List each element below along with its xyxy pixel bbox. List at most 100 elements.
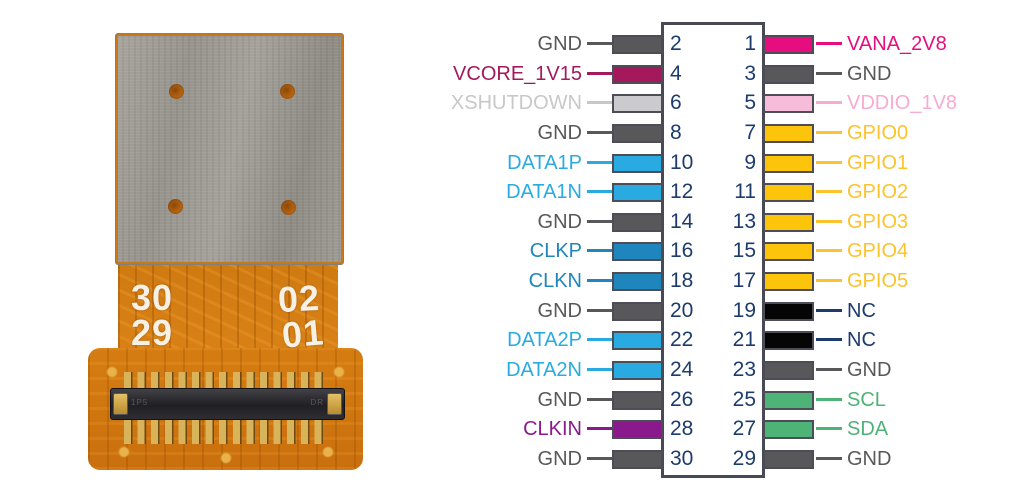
pin-19-label: NC — [847, 299, 876, 322]
pin-29-label: GND — [847, 447, 892, 470]
pin-2-label: GND — [537, 33, 582, 55]
pin-4-label: VCORE_1V15 — [453, 62, 582, 85]
shield-hole — [281, 200, 296, 215]
pin-5-label: VDDIO_1V8 — [847, 92, 958, 115]
pin-23-bar — [763, 361, 814, 381]
pin-3-bar — [763, 64, 814, 84]
pin-18-label: CLKN — [528, 270, 582, 293]
pin-24-label: DATA2N — [506, 359, 582, 382]
pin-13-line — [816, 219, 842, 223]
pin-15-line — [816, 249, 842, 253]
pin-8-label: GND — [537, 121, 582, 144]
connector-marking: DR — [310, 398, 324, 407]
pin-8-number: 8 — [670, 120, 682, 144]
connector-pins-top — [124, 372, 328, 389]
pin-30-number: 30 — [670, 446, 694, 470]
pin-9-bar — [763, 153, 814, 173]
pin-20-label: GND — [537, 299, 582, 322]
pin-1-label: VANA_2V8 — [847, 33, 947, 55]
pin-18-bar — [612, 272, 663, 292]
pin-21-label: NC — [847, 329, 876, 352]
shield-hole — [168, 199, 183, 214]
silk-number-30: 30 — [131, 277, 174, 318]
pin-16-label: CLKP — [529, 240, 582, 263]
pin-22-number: 22 — [670, 328, 694, 352]
pin-2-line — [587, 42, 613, 45]
pin-15-number: 15 — [732, 239, 756, 263]
pin-29-line — [816, 456, 842, 460]
pin-21-number: 21 — [732, 328, 756, 352]
pin-23-number: 23 — [732, 358, 756, 382]
connector-pins-bottom — [124, 420, 328, 444]
pin-4-bar — [612, 64, 663, 84]
pin-25-label: SCL — [847, 388, 886, 411]
pin-24-line — [587, 368, 613, 372]
pin-9-line — [816, 160, 842, 164]
shield-hole — [169, 84, 184, 99]
pin-1-line — [816, 42, 842, 45]
pin-16-bar — [612, 242, 663, 262]
silk-number-01: 01 — [280, 311, 326, 356]
pin-27-line — [816, 427, 842, 431]
connector-outline — [661, 22, 765, 478]
pin-19-number: 19 — [732, 298, 756, 322]
pin-14-bar — [612, 212, 663, 232]
connector-end-cap — [113, 393, 128, 415]
pin-17-line — [816, 279, 842, 283]
connector-end-cap — [327, 393, 342, 415]
pin-16-number: 16 — [670, 239, 694, 263]
pin-17-number: 17 — [732, 269, 756, 293]
pin-6-bar — [612, 94, 663, 114]
pin-26-label: GND — [537, 388, 582, 411]
flex-pcb-neck — [118, 263, 338, 353]
pin-7-line — [816, 130, 842, 134]
pin-29-bar — [763, 449, 814, 469]
pin-8-line — [587, 130, 613, 134]
camera-module-photo: 30 29 02 01 1P5 DR — [88, 15, 365, 485]
pin-23-label: GND — [847, 359, 892, 382]
pin-28-number: 28 — [670, 417, 694, 441]
pin-20-line — [587, 308, 613, 312]
pin-11-bar — [763, 183, 814, 203]
module-shield — [115, 33, 344, 265]
pin-27-bar — [763, 420, 814, 440]
pin-15-label: GPIO4 — [847, 240, 909, 263]
pin-12-line — [587, 190, 613, 194]
pin-7-number: 7 — [744, 120, 756, 144]
pin-29-number: 29 — [732, 446, 756, 470]
pin-3-line — [816, 71, 842, 75]
pin-26-number: 26 — [670, 387, 694, 411]
pin-3-label: GND — [847, 62, 892, 85]
pin-26-bar — [612, 390, 663, 410]
connector-marking: 1P5 — [131, 398, 149, 407]
pin-17-label: GPIO5 — [847, 270, 909, 293]
pin-9-label: GPIO1 — [847, 151, 909, 174]
pin-6-line — [587, 101, 613, 105]
pin-12-label: DATA1N — [506, 181, 582, 204]
pin-18-number: 18 — [670, 269, 694, 293]
pin-22-line — [587, 338, 613, 342]
pin-25-number: 25 — [732, 387, 756, 411]
pin-10-bar — [612, 153, 663, 173]
pin-19-line — [816, 308, 842, 312]
pin-23-line — [816, 368, 842, 372]
pin-12-bar — [612, 183, 663, 203]
pin-25-bar — [763, 390, 814, 410]
pin-20-bar — [612, 301, 663, 321]
pin-5-line — [816, 101, 842, 105]
pin-27-label: SDA — [847, 418, 889, 441]
pin-14-line — [587, 219, 613, 223]
pin-8-bar — [612, 123, 663, 143]
pin-11-line — [816, 190, 842, 194]
pin-26-line — [587, 397, 613, 401]
pin-10-line — [587, 160, 613, 164]
pin-11-number: 11 — [734, 180, 756, 204]
pin-17-bar — [763, 272, 814, 292]
pin-3-number: 3 — [744, 61, 756, 85]
pin-28-line — [587, 427, 613, 431]
pin-1-bar — [763, 35, 814, 54]
pin-5-number: 5 — [744, 91, 756, 115]
pin-28-label: CLKIN — [523, 418, 582, 441]
pin-5-bar — [763, 94, 814, 114]
